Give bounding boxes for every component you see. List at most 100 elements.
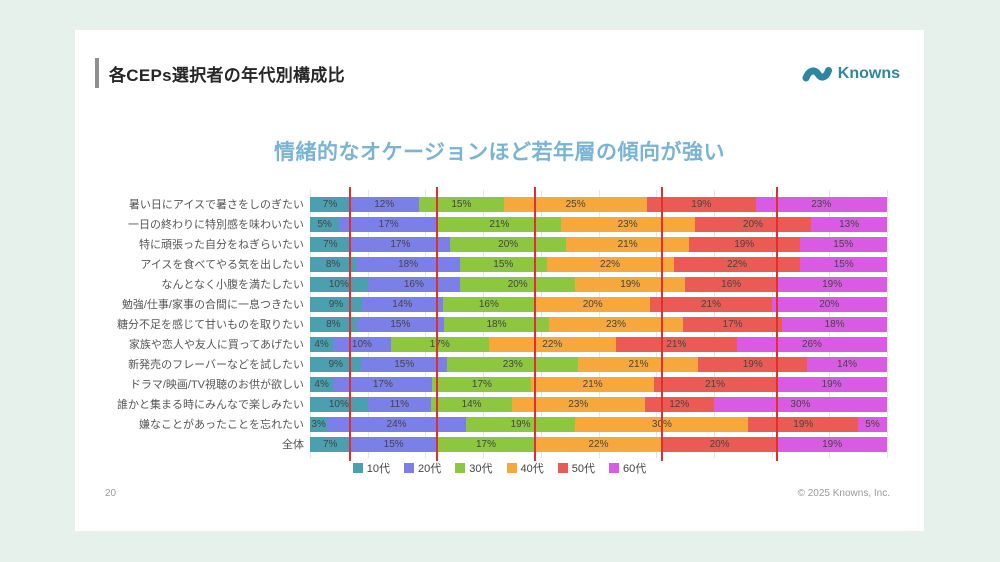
bar-segment: 3% [310,416,328,432]
bar-segment: 17% [432,376,532,392]
bar-value-label: 3% [311,418,326,430]
bar-value-label: 14% [836,358,857,370]
slide-card: 各CEPs選択者の年代別構成比 Knowns 情緒的なオケージョンほど若年層の傾… [75,30,924,531]
bar-value-label: 14% [461,398,482,410]
bar-track: 4% 17% 17% 21% 21% 19% [310,376,887,392]
chart-row: 特に頑張った自分をねぎらいたい 7% 17% 20% 21% 19% 15% [75,234,924,254]
bar-segment: 10% [333,336,391,352]
category-label: 家族や恋人や友人に買ってあげたい [128,339,304,351]
bar-segment: 19% [647,196,756,212]
bar-segment: 12% [349,196,419,212]
category-label: 誰かと集まる時にみんなで楽しみたい [117,399,304,411]
bar-track: 7% 12% 15% 25% 19% 23% [310,196,887,212]
bar-segment: 9% [310,296,362,312]
bar-segment: 19% [575,276,686,292]
bar-value-label: 26% [801,338,822,350]
bar-segment: 22% [535,436,662,452]
bar-segment: 30% [575,416,749,432]
bar-segment: 22% [488,336,616,352]
category-label: 全体 [282,439,304,451]
bar-value-label: 21% [582,378,603,390]
legend-swatch [455,463,466,473]
bar-value-label: 23% [617,218,638,230]
legend-swatch [557,463,568,473]
bar-value-label: 11% [389,398,410,410]
bar-segment: 23% [560,216,695,232]
bar-track: 10% 11% 14% 23% 12% 30% [310,396,887,412]
bar-track: 9% 14% 16% 20% 21% 20% [310,296,887,312]
bar-segment: 21% [650,296,772,312]
bar-value-label: 18% [486,318,507,330]
bar-segment: 5% [310,216,340,232]
bar-value-label: 17% [471,378,492,390]
bar-value-label: 9% [328,358,343,370]
bar-value-label: 16% [721,278,742,290]
bar-segment: 8% [310,256,357,272]
chart-legend: 10代 20代 30代 40代 50代 60代 [75,460,924,476]
bar-segment: 16% [442,296,535,312]
chart-row: 誰かと集まる時にみんなで楽しみたい 10% 11% 14% 23% 12% 30% [75,394,924,414]
bar-value-label: 23% [568,398,589,410]
legend-swatch [404,463,414,473]
bar-value-label: 15% [451,198,472,210]
bar-segment: 20% [771,296,887,312]
chart-row: 家族や恋人や友人に買ってあげたい 4% 10% 17% 22% 21% 26% [75,334,924,354]
category-label: なんとなく小腹を満たしたい [161,279,304,291]
bar-track: 3% 24% 19% 30% 19% 5% [310,416,887,432]
category-label: 暑い日にアイスで暑さをしのぎたい [128,199,304,211]
legend-label: 20代 [418,463,442,475]
legend-label: 10代 [366,463,390,475]
copyright: © 2025 Knowns, Inc. [797,488,890,499]
bar-value-label: 15% [833,238,854,250]
bar-value-label: 20% [507,278,528,290]
bar-value-label: 15% [493,258,514,270]
bar-value-label: 8% [325,258,341,270]
bar-segment: 17% [683,316,783,332]
bar-value-label: 4% [314,378,329,390]
legend-item: 20代 [404,460,441,476]
legend-item: 30代 [455,460,493,476]
bar-value-label: 14% [392,298,413,310]
bar-track: 7% 15% 17% 22% 20% 19% [310,436,887,452]
chart-row: 嫌なことがあったことを忘れたい 3% 24% 19% 30% 19% 5% [75,414,924,434]
bar-value-label: 30% [651,418,672,430]
bar-value-label: 10% [328,398,349,410]
bar-value-label: 19% [822,278,843,290]
category-label: 一日の終わりに特別感を味わいたい [128,219,304,231]
bar-value-label: 12% [669,398,690,410]
bar-segment: 16% [685,276,778,292]
chart-row: アイスを食べてやる気を出したい 8% 18% 15% 22% 22% 15% [75,254,924,274]
bar-segment: 18% [356,256,461,272]
bar-value-label: 10% [351,338,372,350]
bar-segment: 10% [310,276,368,292]
bar-segment: 11% [367,396,432,412]
bar-value-label: 18% [824,318,845,330]
bar-segment: 10% [310,396,368,412]
bar-value-label: 23% [811,198,832,210]
bar-segment: 15% [418,196,505,212]
bar-segment: 4% [310,336,334,352]
bar-value-label: 9% [328,298,344,310]
bar-value-label: 20% [819,298,840,310]
bar-segment: 21% [438,216,561,232]
bar-value-label: 17% [378,218,399,230]
bar-track: 8% 15% 18% 23% 17% 18% [310,316,887,332]
bar-segment: 20% [694,216,812,232]
bar-segment: 14% [806,356,887,372]
bar-value-label: 20% [742,218,763,230]
bar-segment: 19% [776,376,887,392]
bar-value-label: 15% [833,258,854,270]
bar-segment: 23% [755,196,887,212]
bar-value-label: 19% [691,198,712,210]
legend-label: 50代 [571,463,595,475]
bar-value-label: 23% [605,318,626,330]
bar-segment: 24% [327,416,466,432]
category-label: アイスを食べてやる気を出したい [140,259,304,271]
bar-segment: 4% [310,376,334,392]
bar-segment: 23% [447,356,579,372]
bar-segment: 26% [736,336,887,352]
bar-value-label: 15% [383,438,404,450]
bar-value-label: 16% [478,298,499,310]
bar-segment: 22% [673,256,801,272]
bar-segment: 5% [858,416,887,432]
